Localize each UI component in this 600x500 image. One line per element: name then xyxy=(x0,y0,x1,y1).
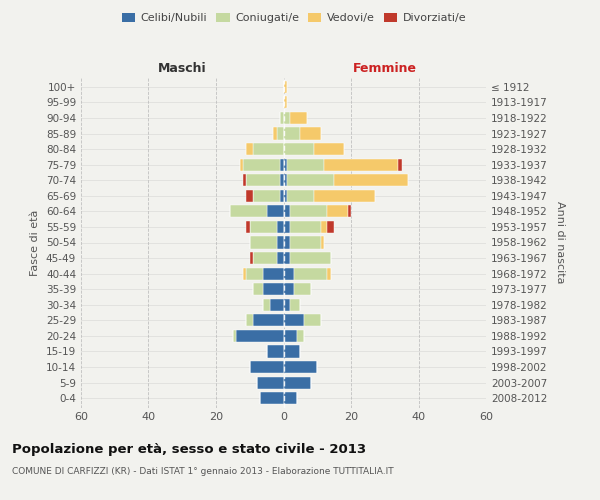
Bar xyxy=(253,283,263,296)
Bar xyxy=(247,143,253,155)
Bar xyxy=(253,190,280,202)
Bar xyxy=(280,174,284,186)
Bar xyxy=(284,236,290,248)
Bar xyxy=(253,252,277,264)
Bar xyxy=(304,314,320,326)
Bar xyxy=(290,236,320,248)
Bar xyxy=(284,221,290,233)
Bar xyxy=(293,283,311,296)
Bar xyxy=(314,143,344,155)
Bar xyxy=(284,268,293,280)
Bar xyxy=(284,158,287,170)
Bar xyxy=(284,314,304,326)
Bar xyxy=(297,330,304,342)
Text: Maschi: Maschi xyxy=(158,62,206,75)
Bar xyxy=(347,206,351,218)
Bar xyxy=(250,221,277,233)
Bar xyxy=(284,206,290,218)
Legend: Celibi/Nubili, Coniugati/e, Vedovi/e, Divorziati/e: Celibi/Nubili, Coniugati/e, Vedovi/e, Di… xyxy=(118,8,470,28)
Bar xyxy=(250,252,253,264)
Bar xyxy=(253,314,284,326)
Text: COMUNE DI CARFIZZI (KR) - Dati ISTAT 1° gennaio 2013 - Elaborazione TUTTITALIA.I: COMUNE DI CARFIZZI (KR) - Dati ISTAT 1° … xyxy=(12,468,394,476)
Bar xyxy=(284,392,297,404)
Bar xyxy=(290,298,301,311)
Text: Popolazione per età, sesso e stato civile - 2013: Popolazione per età, sesso e stato civil… xyxy=(12,442,366,456)
Bar xyxy=(236,330,284,342)
Bar xyxy=(284,376,311,388)
Bar xyxy=(280,158,284,170)
Bar xyxy=(277,252,284,264)
Bar xyxy=(247,221,250,233)
Bar xyxy=(284,190,287,202)
Bar xyxy=(290,112,307,124)
Bar xyxy=(230,206,266,218)
Bar xyxy=(239,158,243,170)
Bar xyxy=(280,112,284,124)
Y-axis label: Anni di nascita: Anni di nascita xyxy=(554,201,565,284)
Bar xyxy=(270,298,284,311)
Bar xyxy=(328,206,347,218)
Bar xyxy=(287,190,314,202)
Bar xyxy=(290,206,328,218)
Bar xyxy=(247,268,263,280)
Bar xyxy=(260,392,284,404)
Bar xyxy=(266,346,284,358)
Bar xyxy=(250,236,277,248)
Bar xyxy=(287,174,334,186)
Bar xyxy=(284,96,287,108)
Bar xyxy=(263,268,284,280)
Bar xyxy=(284,361,317,373)
Bar xyxy=(328,221,334,233)
Bar xyxy=(284,283,293,296)
Bar xyxy=(398,158,401,170)
Bar xyxy=(263,283,284,296)
Bar xyxy=(243,158,280,170)
Bar xyxy=(284,174,287,186)
Bar xyxy=(277,236,284,248)
Text: Femmine: Femmine xyxy=(353,62,417,75)
Bar xyxy=(334,174,409,186)
Bar xyxy=(247,314,253,326)
Bar xyxy=(247,174,280,186)
Bar xyxy=(243,268,247,280)
Bar xyxy=(324,158,398,170)
Bar xyxy=(274,128,277,140)
Bar xyxy=(284,330,297,342)
Bar xyxy=(263,298,270,311)
Bar xyxy=(253,143,284,155)
Bar xyxy=(284,128,301,140)
Bar xyxy=(284,346,301,358)
Bar xyxy=(284,81,287,93)
Bar xyxy=(290,252,331,264)
Bar xyxy=(328,268,331,280)
Bar xyxy=(320,236,324,248)
Bar xyxy=(257,376,284,388)
Bar xyxy=(301,128,320,140)
Bar xyxy=(247,190,253,202)
Bar xyxy=(290,221,320,233)
Bar xyxy=(284,143,314,155)
Bar xyxy=(314,190,374,202)
Bar xyxy=(284,112,290,124)
Bar xyxy=(233,330,236,342)
Bar xyxy=(243,174,247,186)
Bar xyxy=(280,190,284,202)
Y-axis label: Fasce di età: Fasce di età xyxy=(31,210,40,276)
Bar xyxy=(284,298,290,311)
Bar xyxy=(277,128,284,140)
Bar xyxy=(266,206,284,218)
Bar xyxy=(277,221,284,233)
Bar xyxy=(293,268,328,280)
Bar xyxy=(250,361,284,373)
Bar xyxy=(320,221,328,233)
Bar xyxy=(284,252,290,264)
Bar xyxy=(287,158,324,170)
